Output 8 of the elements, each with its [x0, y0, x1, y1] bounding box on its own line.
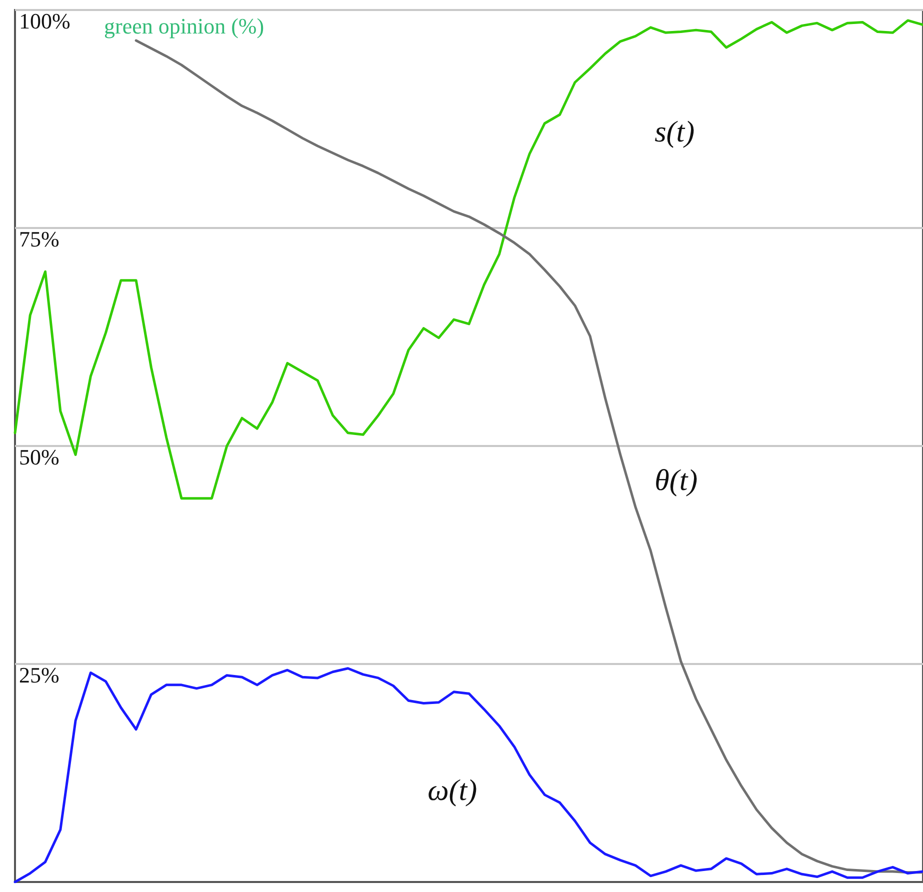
- text: s(t): [654, 116, 695, 149]
- y-tick-label: 50%: [19, 444, 60, 470]
- y-tick-label: 75%: [19, 226, 60, 252]
- series-label: θ(t): [654, 464, 698, 498]
- y-tick-label: 25%: [19, 662, 60, 688]
- y-tick-label: 100%: [19, 8, 70, 34]
- y-axis-title: green opinion (%): [104, 14, 264, 38]
- series-label: ω(t): [428, 774, 478, 807]
